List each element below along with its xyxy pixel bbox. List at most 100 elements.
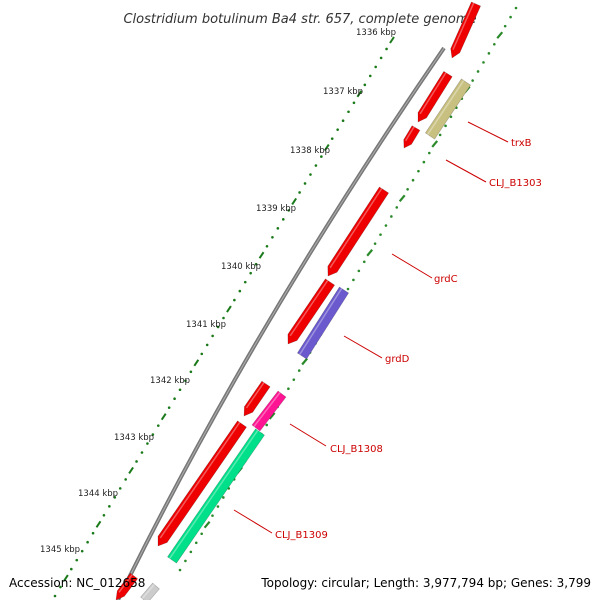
- inner-tick-dot: [438, 133, 442, 137]
- gene-bottom-gray-highlight: [141, 584, 155, 599]
- outer-tick-dot: [200, 352, 204, 356]
- gene-label-leader: [343, 335, 383, 359]
- gene-label-leader: [289, 423, 327, 447]
- outer-tick-dot: [303, 182, 307, 185]
- topology-label: Topology: circular; Length: 3,977,794 bp…: [260, 576, 591, 590]
- outer-tick-dot: [156, 424, 160, 427]
- outer-tick-dot: [330, 137, 334, 140]
- outer-tick-dot: [118, 487, 122, 490]
- outer-tick-dot: [265, 244, 269, 248]
- outer-tick-dot: [243, 280, 247, 284]
- gene-label: grdD: [385, 354, 410, 365]
- outer-tick-dot: [379, 56, 383, 60]
- kbp-label: 1341 kbp: [186, 320, 226, 330]
- outer-tick-dot: [53, 594, 57, 598]
- kbp-label: 1344 kbp: [78, 489, 118, 499]
- gene-bottom-gray: [140, 582, 160, 600]
- inner-tick-dot: [482, 61, 485, 64]
- outer-tick-dot: [205, 343, 209, 347]
- inner-tick: [431, 140, 439, 148]
- gene-CLJ_B1308: [251, 390, 287, 432]
- gene-bottom-red-highlight: [118, 574, 133, 593]
- kbp-axis-labels: 1336 kbp 1337 kbp 1338 kbp 1339 kbp 1340 kbp…: [40, 28, 396, 555]
- outer-tick-dot: [281, 218, 285, 221]
- gene-label: CLJ_B1308: [330, 444, 383, 455]
- inner-tick-dot: [178, 568, 182, 572]
- outer-tick-dot: [178, 388, 182, 392]
- inner-tick-dot: [379, 233, 382, 236]
- inner-tick-dot: [444, 124, 447, 128]
- outer-tick-dot: [151, 433, 155, 436]
- inner-tick-dot: [417, 169, 420, 173]
- outer-tick-dot: [336, 128, 339, 131]
- outer-tick-dot: [135, 460, 138, 463]
- outer-tick-dot: [314, 164, 318, 167]
- outer-tick-dot: [167, 406, 171, 409]
- inner-tick-dot: [292, 378, 296, 381]
- inner-tick-dot: [509, 15, 512, 19]
- outer-tick-dot: [173, 397, 176, 401]
- outer-tick-ring: [53, 36, 395, 598]
- outer-tick-dot: [184, 379, 187, 383]
- outer-tick-dot: [102, 513, 106, 517]
- gene-red-b: [287, 278, 336, 345]
- gene-red-c-highlight: [245, 382, 265, 409]
- outer-tick: [389, 36, 395, 44]
- accession-label: Accession: NC_012658: [9, 576, 145, 590]
- inner-tick-dot: [406, 187, 409, 191]
- gene-CLJ_B1309-highlight: [169, 429, 259, 559]
- outer-tick-dot: [287, 209, 291, 212]
- gene-grdD: [296, 286, 350, 360]
- outer-tick-dot: [309, 173, 312, 176]
- gene-top-red-highlight: [452, 2, 475, 51]
- inner-tick-dot: [373, 242, 377, 245]
- inner-tick-dot: [411, 178, 415, 182]
- outer-tick-dot: [320, 155, 323, 158]
- gene-red-small: [403, 125, 421, 149]
- inner-tick-dot: [265, 423, 269, 427]
- outer-tick-dot: [368, 74, 372, 78]
- kbp-label: 1338 kbp: [290, 146, 330, 156]
- outer-tick-dot: [222, 316, 225, 320]
- inner-tick-dot: [211, 514, 214, 517]
- outer-tick-dot: [113, 496, 117, 499]
- inner-tick: [496, 31, 504, 39]
- inner-tick-dot: [216, 505, 220, 508]
- inner-tick-dot: [352, 278, 355, 282]
- genome-title: Clostridium botulinum Ba4 str. 657, comp…: [123, 12, 476, 27]
- inner-tick: [301, 357, 308, 366]
- outer-tick-dot: [271, 235, 274, 239]
- gene-label-leader: [467, 121, 509, 143]
- inner-tick: [268, 412, 276, 420]
- outer-tick-dot: [276, 227, 280, 230]
- gene-grdC-red-highlight: [329, 188, 383, 269]
- outer-tick: [356, 90, 363, 98]
- gene-CLJ_B1309: [167, 428, 265, 564]
- inner-tick-dot: [287, 387, 290, 391]
- outer-tick-dot: [140, 451, 144, 454]
- inner-tick-dot: [357, 269, 361, 273]
- inner-tick-dot: [476, 70, 480, 73]
- gene-label-leader: [445, 159, 487, 183]
- outer-tick-dot: [146, 442, 149, 445]
- outer-tick: [193, 359, 200, 367]
- outer-tick: [291, 197, 297, 205]
- outer-tick-dot: [70, 567, 73, 571]
- outer-tick-dot: [124, 478, 127, 481]
- inner-tick-dot: [189, 550, 193, 554]
- gene-label-layer: trxB CLJ_B1303 grdC grdD CLJ_B1308 CLJ_B1309: [233, 121, 542, 541]
- gene-label: CLJ_B1303: [489, 178, 542, 189]
- genome-backbone: [116, 46, 446, 600]
- inner-tick-dot: [297, 369, 301, 372]
- gene-label: CLJ_B1309: [275, 530, 328, 541]
- outer-tick: [226, 305, 232, 313]
- inner-tick-dot: [427, 151, 431, 155]
- gene-label-leader: [233, 509, 273, 534]
- outer-tick-dot: [238, 289, 242, 293]
- inner-tick: [398, 194, 406, 203]
- gene-trxB: [424, 78, 472, 140]
- inner-tick-dot: [503, 24, 507, 28]
- outer-tick-dot: [91, 531, 95, 535]
- inner-tick-dot: [362, 260, 366, 264]
